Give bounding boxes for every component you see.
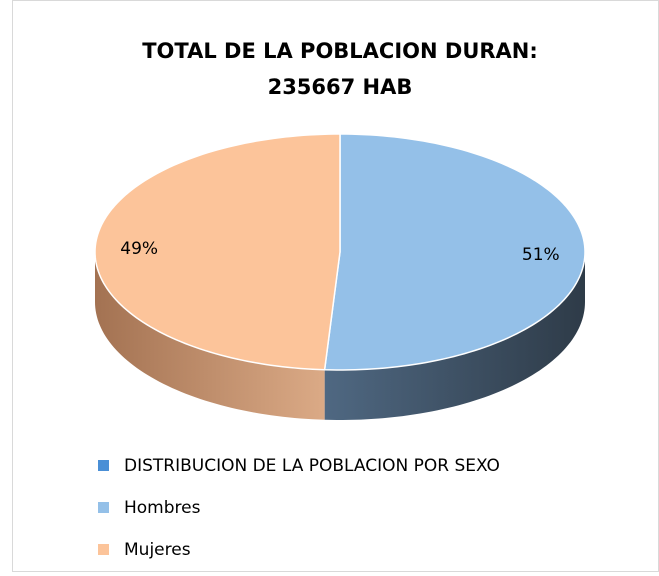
pie-slice <box>94 133 341 371</box>
legend-label: DISTRIBUCION DE LA POBLACION POR SEXO <box>124 456 500 476</box>
legend-label: Hombres <box>124 498 201 518</box>
data-label: 51% <box>522 245 560 265</box>
pie-side <box>95 252 325 420</box>
chart-title: TOTAL DE LA POBLACION DURAN: <box>142 39 538 63</box>
legend-swatch <box>98 502 109 513</box>
legend-swatch <box>98 460 109 471</box>
pie-slice <box>323 133 586 371</box>
data-label: 49% <box>120 239 158 259</box>
chart-title: 235667 HAB <box>268 75 413 99</box>
pie-side <box>324 252 585 420</box>
legend-label: Mujeres <box>124 540 191 560</box>
legend-swatch <box>98 544 109 555</box>
